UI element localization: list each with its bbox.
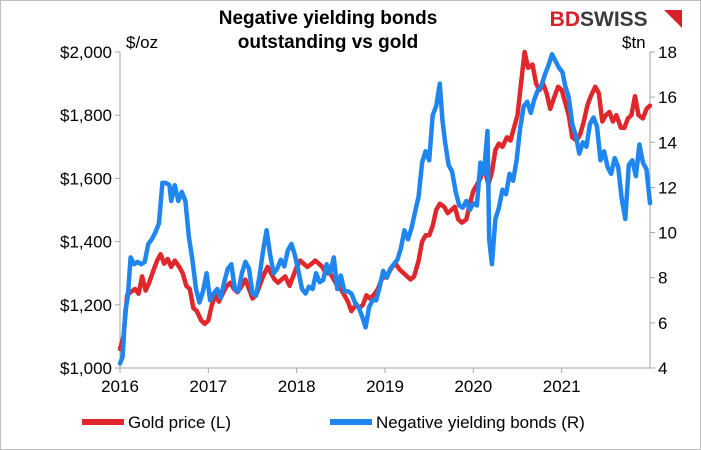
- right-axis-tick-label: 8: [658, 269, 667, 288]
- logo-text-bd: BD: [550, 8, 580, 31]
- legend: Gold price (L) Negative yielding bonds (…: [82, 413, 585, 432]
- right-axis-tick-label: 14: [658, 133, 677, 152]
- chart-title-line-1: Negative yielding bonds: [219, 8, 438, 29]
- legend-label-bonds: Negative yielding bonds (R): [376, 413, 585, 432]
- legend-label-gold: Gold price (L): [128, 413, 231, 432]
- right-axis-tick-label: 10: [658, 224, 677, 243]
- left-axis-unit: $/oz: [126, 33, 158, 52]
- x-axis-tick-label: 2019: [366, 377, 404, 396]
- axes: $1,000 $1,200 $1,400 $1,600 $1,800 $2,000 4 6 8 1…: [60, 43, 677, 396]
- series-lines: [117, 49, 653, 366]
- left-axis-tick-label: $1,600: [60, 169, 112, 188]
- left-axis-tick-label: $2,000: [60, 43, 112, 62]
- right-axis-unit: $tn: [622, 33, 646, 52]
- x-axis-tick-label: 2018: [278, 377, 316, 396]
- right-axis-tick-label: 18: [658, 43, 677, 62]
- right-axis-tick-label: 12: [658, 178, 677, 197]
- negative-yielding-bonds-line: [117, 52, 653, 366]
- chart-title-line-2: outstanding vs gold: [238, 32, 419, 53]
- x-axis-tick-label: 2017: [189, 377, 227, 396]
- logo-text-swiss: SWISS: [580, 8, 648, 31]
- x-axis-tick-label: 2016: [101, 377, 139, 396]
- x-axis-tick-label: 2021: [543, 377, 581, 396]
- left-axis-tick-label: $1,400: [60, 233, 112, 252]
- logo-mark-icon: [664, 10, 682, 28]
- x-axis-tick-label: 2020: [454, 377, 492, 396]
- bdswiss-logo: BD SWISS: [550, 8, 682, 31]
- left-axis-tick-label: $1,000: [60, 359, 112, 378]
- left-axis-tick-label: $1,800: [60, 106, 112, 125]
- right-axis-tick-label: 6: [658, 314, 667, 333]
- left-axis-tick-label: $1,200: [60, 296, 112, 315]
- right-axis-tick-label: 4: [658, 359, 667, 378]
- right-axis-tick-label: 16: [658, 88, 677, 107]
